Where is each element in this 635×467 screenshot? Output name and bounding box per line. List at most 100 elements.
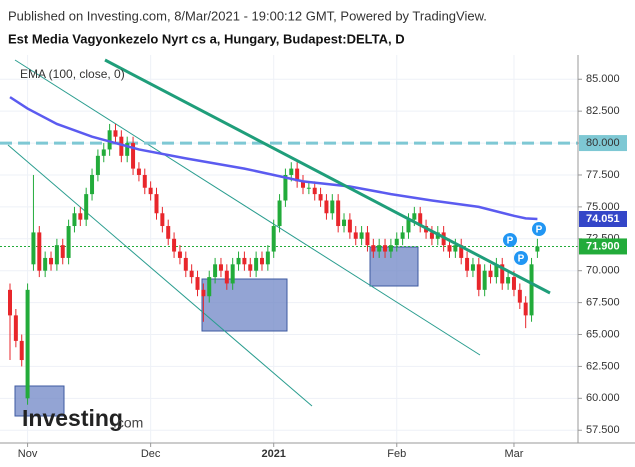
x-tick-label: Mar (504, 448, 523, 460)
candle-body (66, 226, 71, 258)
candle-body (183, 257, 188, 271)
candle-body (312, 187, 317, 195)
candle-body (453, 245, 458, 252)
candle-body (101, 149, 106, 156)
candle-body (131, 143, 136, 169)
candle-body (119, 136, 124, 156)
candle-body (506, 277, 511, 284)
candle-body (37, 232, 42, 271)
candle-body (465, 257, 470, 271)
trend-line (7, 144, 313, 407)
x-tick-label: 2021 (261, 448, 285, 460)
candle-body (295, 168, 300, 182)
y-tick-label: 67.500 (586, 297, 620, 309)
candle-body (195, 277, 200, 290)
candle-body (201, 289, 206, 297)
candle-body (207, 277, 212, 297)
price-label-box (579, 135, 627, 152)
candle-body (31, 232, 36, 265)
candle-body (429, 232, 434, 239)
candle-body (259, 257, 264, 265)
y-tick-label: 62.500 (586, 360, 620, 372)
candle-body (90, 174, 95, 195)
candle-body (154, 194, 159, 214)
candle-body (72, 213, 77, 227)
candle-body (113, 130, 118, 137)
candle-body (289, 168, 294, 175)
candle-body (523, 302, 528, 316)
candle-body (19, 340, 24, 361)
legend-entry: EMA (100, close, 0) (20, 67, 125, 81)
candle-body (388, 245, 393, 252)
trend-line (14, 59, 481, 356)
candle-body (383, 245, 388, 252)
candle-body (236, 257, 241, 265)
candle-body (49, 257, 54, 265)
candle-body (488, 270, 493, 278)
marker (503, 233, 517, 247)
candle-body (347, 219, 352, 233)
y-tick-label: 70.000 (586, 265, 620, 277)
logo: Investing (22, 405, 123, 431)
candle-body (84, 194, 89, 220)
marker (514, 251, 528, 265)
candle-body (43, 257, 48, 271)
candle-body (330, 200, 335, 214)
candle-body (412, 213, 417, 220)
candle-body (254, 257, 259, 271)
markers: P P P (503, 222, 546, 265)
candle-body (365, 232, 370, 246)
y-tick-label: 75.000 (586, 201, 620, 213)
candle-body (418, 213, 423, 227)
x-tick-label: Nov (18, 448, 38, 460)
y-tick-label: 80.000 (586, 137, 620, 149)
candle-body (136, 168, 141, 175)
price-label: 71.900 (586, 240, 620, 252)
candle-body (107, 130, 112, 150)
candle-body (277, 200, 282, 227)
candle-body (371, 245, 376, 252)
rectangle (201, 278, 288, 332)
candle-body (172, 238, 177, 252)
candle-body (218, 264, 223, 271)
candle-body (529, 264, 534, 316)
marker-icon: P (536, 225, 543, 236)
candle-body (224, 270, 229, 284)
candle-body (400, 232, 405, 239)
candle-body (459, 245, 464, 258)
rectangle (369, 246, 419, 287)
candle-body (482, 270, 487, 290)
candle-body (359, 232, 364, 239)
logo-suffix: .com (113, 415, 143, 431)
candle-body (517, 289, 522, 303)
axis-labels: 57.50060.00062.50065.00067.50070.00072.5… (18, 73, 627, 460)
header: Published on Investing.com, 8/Mar/2021 -… (8, 8, 487, 23)
candle-body (248, 264, 253, 271)
candle-body (394, 238, 399, 246)
y-tick-label: 65.000 (586, 328, 620, 340)
x-tick-label: Feb (387, 448, 406, 460)
rectangle (14, 385, 65, 417)
y-tick-label: 57.500 (586, 424, 620, 436)
candle-body (54, 245, 59, 265)
drawings (7, 59, 481, 417)
price-label-box (579, 238, 627, 255)
y-tick-label: 60.000 (586, 392, 620, 404)
candle-body (511, 277, 516, 290)
candle-body (230, 264, 235, 284)
candle-body (447, 245, 452, 252)
candle-body (306, 187, 311, 189)
marker (532, 222, 546, 236)
price-label-box (579, 210, 627, 227)
candle-body (535, 246, 540, 252)
price-label: 74.051 (586, 213, 620, 225)
candle-body (148, 187, 153, 195)
marker-icon: P (518, 254, 525, 265)
ema-line (9, 96, 538, 221)
candle-body (95, 155, 100, 175)
candle-body (8, 289, 12, 316)
candle-body (377, 245, 382, 252)
candle-body (271, 226, 276, 252)
